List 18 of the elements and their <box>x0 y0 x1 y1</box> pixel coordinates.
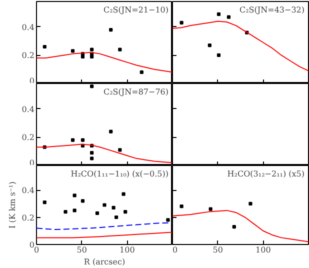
y-tick-label: 0.2 <box>22 213 35 222</box>
text: C₂S(JN=21−10) <box>103 6 169 14</box>
y-tick-label: 0.4 <box>22 186 35 196</box>
text: C₂S(JN=87−76) <box>103 88 169 96</box>
x-tick-label: 100 <box>120 246 135 254</box>
chart-title: H₂CO(3₁₂−2₁₁) (x5) <box>227 170 304 178</box>
x-tick-label: 50 <box>212 246 223 254</box>
x-tick-label: 50 <box>76 246 87 254</box>
y-axis-title: I (K km s⁻¹) <box>8 182 17 228</box>
x-axis-title: R (arcsec) <box>84 258 126 266</box>
y-tick-label: 0.4 <box>22 104 35 114</box>
y-tick-label: 0.2 <box>22 51 35 60</box>
y-tick-label: 0.2 <box>22 133 35 142</box>
chart-title: H₂CO(1₁₁−1₁₀) (x(−0.5)) <box>70 170 168 178</box>
x-tick-label: 100 <box>256 246 271 254</box>
x-tick-label: 0 <box>172 246 178 254</box>
y-tick-label: 0.4 <box>22 22 35 32</box>
text: C₂S(JN=43−32) <box>239 6 305 14</box>
